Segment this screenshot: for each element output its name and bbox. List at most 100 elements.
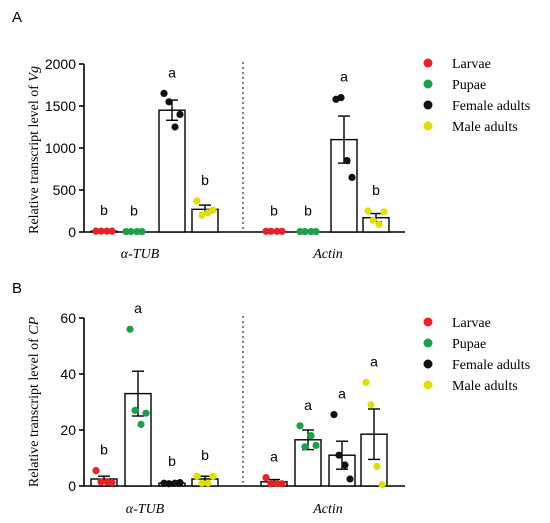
data-point	[341, 461, 349, 469]
y-tick-label: 0	[68, 478, 76, 494]
data-point	[364, 207, 372, 215]
significance-letter: b	[304, 203, 312, 219]
data-point	[137, 420, 145, 428]
significance-letter: b	[201, 172, 209, 188]
data-point	[92, 227, 100, 235]
significance-letter: b	[168, 453, 176, 469]
data-point	[97, 227, 105, 235]
legend-label: Larvae	[452, 316, 491, 331]
legend-label: Female adults	[452, 99, 530, 114]
data-point	[267, 227, 275, 235]
data-point	[198, 211, 206, 219]
legend-marker	[423, 359, 433, 369]
legend-a: Larvae Pupae Female adults Male adults	[423, 57, 530, 135]
data-point	[296, 227, 304, 236]
legend-b: Larvae Pupae Female adults Male adults	[423, 316, 530, 394]
legend-marker	[423, 121, 433, 131]
significance-letter: a	[370, 353, 378, 369]
data-point	[373, 462, 381, 470]
data-point	[142, 409, 150, 417]
data-point	[198, 479, 206, 487]
legend-marker	[423, 317, 433, 327]
legend-marker	[423, 79, 433, 89]
legend-marker	[423, 338, 433, 348]
data-point	[160, 89, 168, 97]
significance-letter: b	[201, 447, 209, 463]
data-point	[307, 432, 315, 440]
legend-label: Pupae	[452, 337, 486, 352]
data-point	[343, 157, 351, 165]
significance-letter: b	[270, 202, 278, 218]
data-point	[378, 481, 386, 489]
panel-b: B Relative transcript level of CP 0 20 40 6…	[12, 280, 530, 517]
significance-letter: b	[100, 442, 108, 458]
data-point	[122, 227, 130, 236]
data-point	[126, 325, 134, 333]
data-point	[165, 98, 173, 106]
x-group-label: Actin	[312, 247, 343, 262]
data-point	[335, 451, 343, 459]
significance-letter: a	[168, 64, 176, 80]
data-point	[133, 227, 141, 236]
data-point	[346, 475, 354, 483]
chart-b-plot: 0 20 40 60 α-TUB Actin b a a a b a b a	[60, 300, 405, 517]
bar	[158, 109, 186, 233]
data-point	[301, 227, 309, 236]
x-group-label: α-TUB	[126, 502, 165, 517]
data-point	[92, 467, 100, 475]
legend-marker	[423, 58, 433, 68]
data-point	[131, 406, 139, 414]
data-point	[193, 472, 201, 480]
significance-letter: b	[130, 203, 138, 219]
data-point	[375, 220, 383, 229]
significance-letter: b	[100, 202, 108, 218]
data-point	[312, 441, 320, 449]
data-point	[307, 227, 315, 236]
data-point	[362, 378, 370, 386]
data-point	[138, 227, 146, 236]
y-tick-label: 2000	[45, 56, 76, 72]
data-point	[262, 474, 270, 482]
data-point	[337, 94, 345, 102]
significance-letter: b	[372, 182, 380, 198]
data-point	[165, 480, 173, 488]
data-point	[209, 206, 217, 214]
data-point	[348, 173, 356, 181]
data-point	[108, 227, 116, 235]
data-point	[204, 479, 212, 487]
data-point	[176, 479, 184, 487]
y-tick-label: 20	[60, 422, 76, 438]
significance-letter: a	[134, 300, 142, 316]
data-point	[278, 480, 286, 488]
y-tick-label: 40	[60, 366, 76, 382]
x-group-label: α-TUB	[121, 247, 160, 262]
data-point	[176, 110, 184, 118]
y-tick-label: 1000	[45, 140, 76, 156]
data-point	[267, 480, 275, 488]
legend-marker	[423, 380, 433, 390]
y-axis-label-a: Relative transcript level of Vg	[27, 66, 42, 234]
legend-marker	[423, 100, 433, 110]
data-point	[367, 401, 375, 409]
data-point	[330, 411, 338, 419]
data-point	[209, 472, 217, 480]
significance-letter: a	[270, 449, 278, 465]
legend-label: Pupae	[452, 78, 486, 93]
data-point	[273, 480, 281, 488]
data-point	[108, 479, 116, 487]
data-point	[380, 208, 388, 216]
y-axis-label-b: Relative transcript level of CP	[27, 316, 42, 487]
legend-label: Male adults	[452, 379, 518, 394]
data-point	[301, 443, 309, 451]
legend-label: Male adults	[452, 120, 518, 135]
significance-letter: a	[338, 386, 346, 402]
x-group-label: Actin	[312, 502, 343, 517]
y-tick-label: 500	[53, 182, 77, 198]
data-point	[312, 227, 320, 236]
legend-label: Female adults	[452, 358, 530, 373]
data-point	[171, 123, 179, 131]
data-point	[273, 227, 281, 235]
y-tick-label: 1500	[45, 98, 76, 114]
data-point	[278, 227, 286, 235]
